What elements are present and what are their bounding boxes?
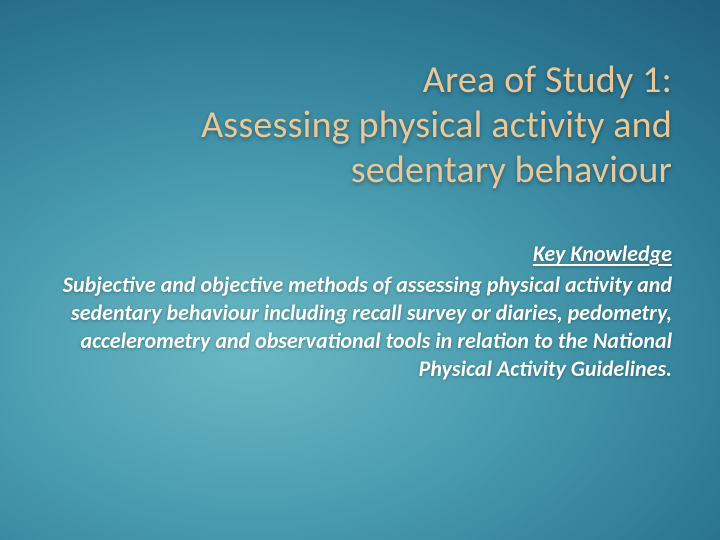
title-line-2: Assessing physical activity and: [60, 103, 672, 148]
title-line-3: sedentary behaviour: [60, 148, 672, 193]
subheading: Key Knowledge: [48, 240, 672, 267]
body-block: Key Knowledge Subjective and objective m…: [48, 240, 672, 384]
slide-container: Area of Study 1: Assessing physical acti…: [0, 0, 720, 540]
body-text: Subjective and objective methods of asse…: [48, 271, 672, 384]
title-block: Area of Study 1: Assessing physical acti…: [60, 58, 672, 192]
title-line-1: Area of Study 1:: [60, 58, 672, 103]
